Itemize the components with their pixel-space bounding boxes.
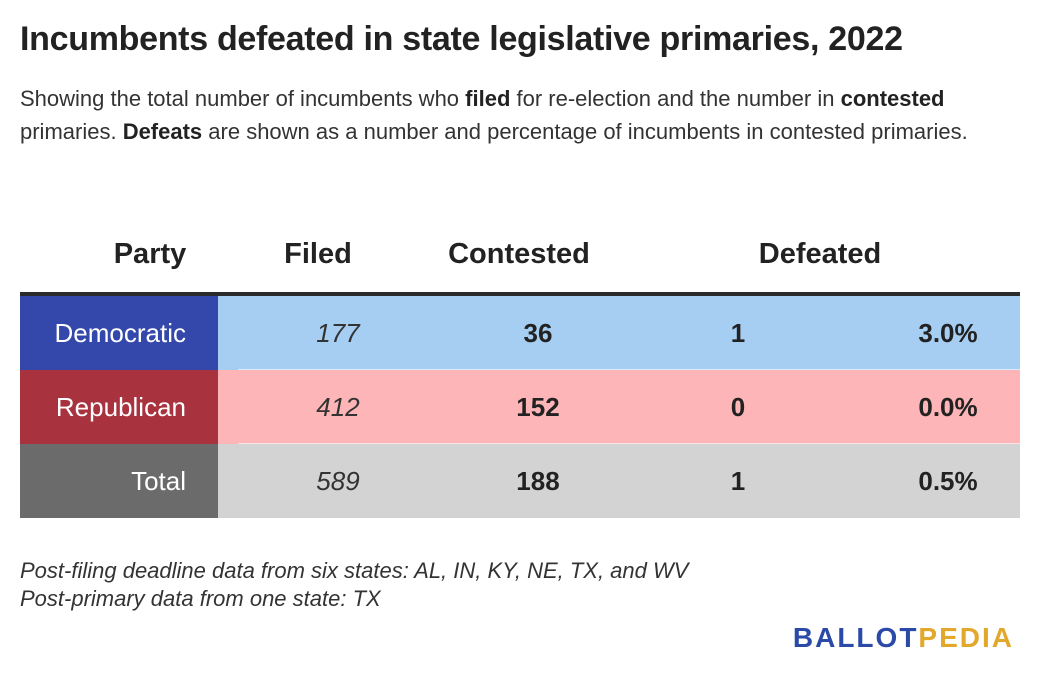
filed-cell: 589: [316, 465, 360, 496]
header-contested: Contested: [448, 238, 590, 270]
table-row-democratic: Democratic 177 36 1 3.0%: [20, 296, 1020, 370]
header-divider: [20, 292, 1020, 296]
table-row-republican: Republican 412 152 0 0.0%: [20, 370, 1020, 444]
logo-text-ballot: BALLOT: [792, 622, 919, 653]
row-divider: [238, 369, 1020, 370]
defeated-percent-cell: 0.0%: [918, 391, 978, 422]
table-row-total: Total 589 188 1 0.5%: [20, 444, 1020, 518]
filed-cell: 412: [316, 391, 360, 422]
logo-text-pedia: PEDIA: [918, 622, 1014, 653]
subtitle-bold-contested: contested: [840, 86, 945, 111]
ballotpedia-logo: BALLOTPEDIA: [793, 622, 1014, 654]
subtitle: Showing the total number of incumbents w…: [20, 82, 1025, 148]
subtitle-text-4: are shown as a number and percentage of …: [202, 119, 968, 144]
subtitle-bold-defeats: Defeats: [122, 119, 203, 144]
row-divider: [238, 443, 1020, 444]
footnote-post-primary: Post-primary data from one state: TX: [20, 586, 381, 611]
subtitle-text-3: primaries.: [20, 119, 123, 144]
party-cell: Republican: [20, 370, 218, 444]
row-data-area: 412 152 0 0.0%: [218, 370, 1020, 444]
defeated-count-cell: 1: [730, 465, 746, 496]
defeated-count-cell: 1: [730, 317, 746, 348]
filed-cell: 177: [316, 317, 360, 348]
header-defeated: Defeated: [758, 238, 882, 270]
header-party: Party: [113, 238, 187, 270]
footnote-filing-deadline: Post-filing deadline data from six state…: [20, 558, 689, 583]
subtitle-text-2: for re-election and the number in: [510, 86, 841, 111]
contested-cell: 152: [516, 391, 560, 422]
party-cell: Total: [20, 444, 218, 518]
defeated-count-cell: 0: [730, 391, 746, 422]
party-cell: Democratic: [20, 296, 218, 370]
defeated-percent-cell: 3.0%: [918, 317, 978, 348]
page-title: Incumbents defeated in state legislative…: [20, 20, 903, 58]
defeated-percent-cell: 0.5%: [918, 465, 978, 496]
row-data-area: 589 188 1 0.5%: [218, 444, 1020, 518]
contested-cell: 188: [516, 465, 560, 496]
subtitle-text-1: Showing the total number of incumbents w…: [20, 86, 466, 111]
header-filed: Filed: [284, 238, 352, 270]
subtitle-bold-filed: filed: [465, 86, 511, 111]
row-data-area: 177 36 1 3.0%: [218, 296, 1020, 370]
contested-cell: 36: [523, 317, 553, 348]
